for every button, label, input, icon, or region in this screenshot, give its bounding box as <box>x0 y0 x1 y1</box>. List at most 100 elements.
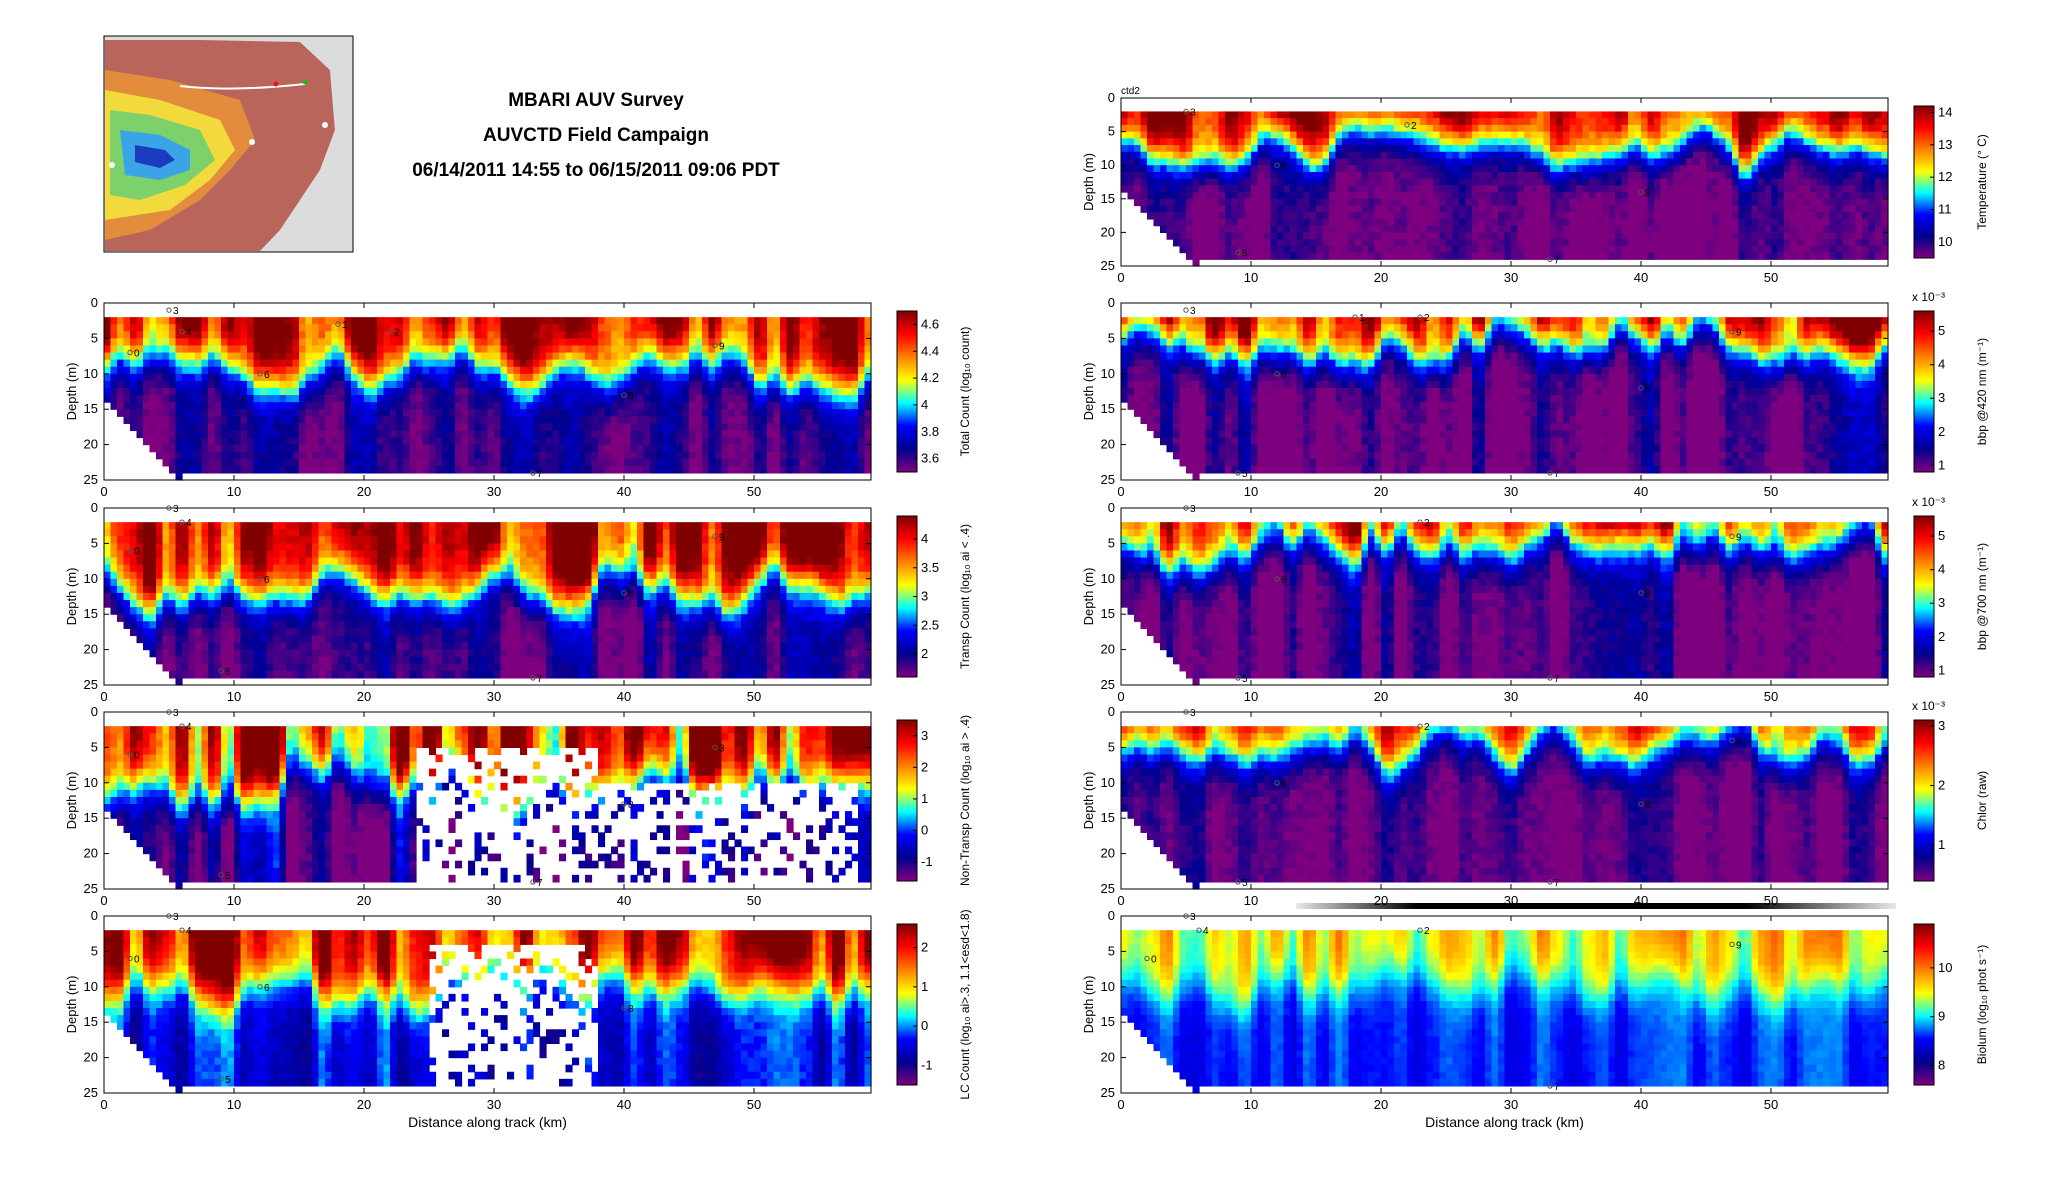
heatmap-cell <box>1427 118 1434 125</box>
heatmap-cell <box>1862 226 1869 233</box>
heatmap-cell <box>1258 459 1265 467</box>
heatmap-cell <box>1271 165 1278 172</box>
heatmap-cell <box>1466 430 1473 438</box>
heatmap-cell <box>1784 132 1791 139</box>
heatmap-cell <box>1245 232 1252 239</box>
heatmap-cell <box>1544 172 1551 179</box>
heatmap-cell <box>1193 125 1200 132</box>
heatmap-cell <box>1596 152 1603 159</box>
heatmap-cell <box>1687 353 1694 361</box>
heatmap-cell <box>1667 345 1674 353</box>
heatmap-cell <box>1661 165 1668 172</box>
heatmap-cell <box>1830 409 1837 417</box>
heatmap-cell <box>1544 338 1551 346</box>
heatmap-cell <box>1700 125 1707 132</box>
heatmap-cell <box>1713 138 1720 145</box>
heatmap-cell <box>1407 423 1414 431</box>
heatmap-cell <box>1648 317 1655 325</box>
heatmap-cell <box>1739 353 1746 361</box>
heatmap-cell <box>1199 199 1206 206</box>
heatmap-cell <box>1258 402 1265 410</box>
heatmap-cell <box>1485 118 1492 125</box>
heatmap-cell <box>1726 226 1733 233</box>
heatmap-cell <box>1531 199 1538 206</box>
heatmap-cell <box>1420 185 1427 192</box>
heatmap-cell <box>1355 206 1362 213</box>
heatmap-cell <box>1628 226 1635 233</box>
heatmap-cell <box>1830 324 1837 332</box>
heatmap-cell <box>1342 324 1349 332</box>
heatmap-cell <box>1667 111 1674 118</box>
heatmap-cell <box>1245 132 1252 139</box>
heatmap-cell <box>1264 212 1271 219</box>
heatmap-cell <box>1771 409 1778 417</box>
heatmap-cell <box>1628 172 1635 179</box>
heatmap-cell <box>1589 345 1596 353</box>
heatmap-cell <box>1648 152 1655 159</box>
heatmap-cell <box>1472 445 1479 453</box>
heatmap-cell <box>1823 459 1830 467</box>
heatmap-cell <box>1258 219 1265 226</box>
heatmap-cell <box>1290 409 1297 417</box>
heatmap-cell <box>1817 345 1824 353</box>
heatmap-cell <box>1433 466 1440 474</box>
heatmap-cell <box>1225 239 1232 246</box>
heatmap-cell <box>1765 192 1772 199</box>
heatmap-cell <box>1459 381 1466 389</box>
heatmap-cell <box>1758 239 1765 246</box>
heatmap-cell <box>1784 367 1791 375</box>
heatmap-cell <box>1869 199 1876 206</box>
heatmap-cell <box>1466 452 1473 460</box>
heatmap-cell <box>1355 145 1362 152</box>
heatmap-cell <box>1511 381 1518 389</box>
heatmap-cell <box>1791 226 1798 233</box>
heatmap-cell <box>1349 192 1356 199</box>
heatmap-cell <box>1134 374 1141 382</box>
heatmap-cell <box>1732 226 1739 233</box>
heatmap-cell <box>1862 179 1869 186</box>
heatmap-cell <box>1342 353 1349 361</box>
heatmap-cell <box>1271 138 1278 145</box>
heatmap-cell <box>1680 185 1687 192</box>
heatmap-cell <box>1193 219 1200 226</box>
heatmap-cell <box>1531 219 1538 226</box>
heatmap-cell <box>1472 199 1479 206</box>
heatmap-cell <box>1765 345 1772 353</box>
heatmap-cell <box>1310 409 1317 417</box>
heatmap-cell <box>1453 138 1460 145</box>
heatmap-cell <box>1238 395 1245 403</box>
heatmap-cell <box>1589 317 1596 325</box>
heatmap-cell <box>1641 395 1648 403</box>
heatmap-cell <box>1427 232 1434 239</box>
heatmap-cell <box>1641 324 1648 332</box>
heatmap-cell <box>1810 445 1817 453</box>
heatmap-cell <box>1615 409 1622 417</box>
heatmap-cell <box>1836 253 1843 260</box>
heatmap-cell <box>1323 452 1330 460</box>
heatmap-cell <box>1505 416 1512 424</box>
heatmap-cell <box>1609 388 1616 396</box>
heatmap-cell <box>1381 367 1388 375</box>
heatmap-cell <box>1238 226 1245 233</box>
heatmap-cell <box>1407 212 1414 219</box>
heatmap-cell <box>1420 212 1427 219</box>
heatmap-cell <box>1446 212 1453 219</box>
heatmap-cell <box>1784 416 1791 424</box>
heatmap-cell <box>1609 367 1616 375</box>
heatmap-cell <box>1596 192 1603 199</box>
heatmap-cell <box>1609 445 1616 453</box>
heatmap-cell <box>1758 132 1765 139</box>
heatmap-cell <box>1485 367 1492 375</box>
heatmap-cell <box>1856 132 1863 139</box>
heatmap-cell <box>1238 158 1245 165</box>
heatmap-cell <box>1134 132 1141 139</box>
heatmap-cell <box>1589 445 1596 453</box>
heatmap-cell <box>1706 367 1713 375</box>
heatmap-cell <box>1284 132 1291 139</box>
heatmap-cell <box>1706 388 1713 396</box>
colorbar-tick-label: 12 <box>1938 169 1952 184</box>
heatmap-cell <box>1576 466 1583 474</box>
heatmap-cell <box>1492 459 1499 467</box>
heatmap-cell <box>1128 353 1135 361</box>
heatmap-cell <box>1173 331 1180 339</box>
